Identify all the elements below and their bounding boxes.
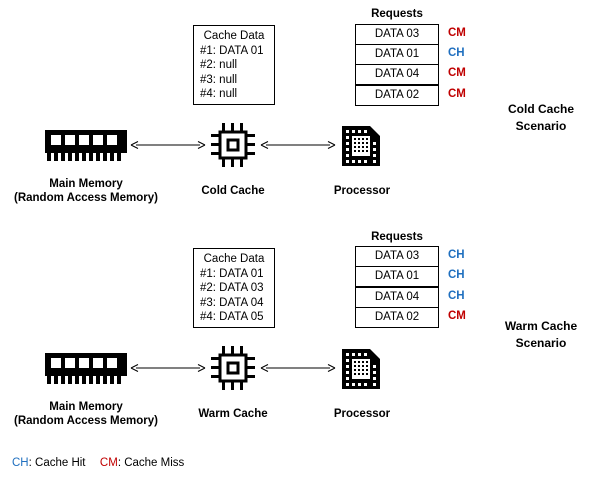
warm-scenario-line: Scenario xyxy=(515,336,567,350)
cold-requests-title: Requests xyxy=(371,8,423,20)
warm-request-tag: CM xyxy=(448,310,466,322)
legend-hit-abbr: CH xyxy=(12,457,29,469)
memory-label-line: (Random Access Memory) xyxy=(13,192,158,204)
legend-miss-abbr: CM xyxy=(99,457,118,469)
cold-request-tag: CM xyxy=(448,88,466,100)
cold-cache-processor-arrow xyxy=(260,141,336,149)
cold-cache-entry: #1: DATA 01 xyxy=(200,44,264,57)
warm-cache-data-title: Cache Data xyxy=(203,253,265,265)
warm-cache-entry: #3: DATA 04 xyxy=(200,296,264,309)
warm-request-tag: CH xyxy=(448,269,465,281)
warm-request-row: DATA 01 xyxy=(355,266,439,287)
legend-hit-text: : Cache Hit xyxy=(28,457,86,469)
warm-request-tag: CH xyxy=(448,249,465,261)
warm-request-tag: CH xyxy=(448,290,465,302)
cold-request-row: DATA 01 xyxy=(355,44,439,65)
legend: CH: Cache Hit CM: Cache Miss xyxy=(12,457,184,469)
warm-memory-label: Main Memory (Random Access Memory) xyxy=(0,400,172,428)
warm-scenario-line: Warm Cache xyxy=(504,319,578,333)
warm-cache-entry: #2: DATA 03 xyxy=(200,282,264,294)
cold-cache-data-box: Cache Data #1: DATA 01 #2: null #3: null… xyxy=(193,25,275,105)
memory-label-line: Main Memory xyxy=(49,178,123,190)
cold-scenario-line: Cold Cache xyxy=(507,102,574,116)
warm-request-row: DATA 03 xyxy=(355,246,439,267)
cold-memory-label: Main Memory (Random Access Memory) xyxy=(0,177,172,205)
warm-scenario-title: Warm Cache Scenario xyxy=(493,318,589,352)
cold-cache-entry: #2: null xyxy=(200,59,238,71)
cold-request-tag: CM xyxy=(448,67,466,79)
cold-cache-data-title: Cache Data xyxy=(203,30,265,42)
cold-request-row: DATA 03 xyxy=(355,24,439,45)
warm-memory-cache-arrow xyxy=(130,364,206,372)
cold-cache-entry: #4: null xyxy=(200,88,238,100)
cold-memory-cache-arrow xyxy=(130,141,206,149)
cold-request-tag: CH xyxy=(448,47,465,59)
cpu-icon xyxy=(342,349,380,389)
warm-cache-processor-arrow xyxy=(260,364,336,372)
cold-request-tag: CM xyxy=(448,27,466,39)
cold-request-row: DATA 02 xyxy=(355,85,439,106)
cpu-icon xyxy=(342,126,380,166)
warm-cache-entry: #4: DATA 05 xyxy=(200,311,264,323)
chip-icon xyxy=(211,123,255,167)
warm-cache-entry: #1: DATA 01 xyxy=(200,267,264,280)
ram-icon xyxy=(45,130,127,161)
chip-icon xyxy=(211,346,255,390)
cold-scenario-line: Scenario xyxy=(515,119,567,133)
ram-icon xyxy=(45,353,127,384)
warm-processor-label: Processor xyxy=(333,408,391,420)
warm-request-row: DATA 04 xyxy=(355,287,439,308)
cold-scenario-title: Cold Cache Scenario xyxy=(493,101,589,135)
warm-requests-title: Requests xyxy=(371,231,423,243)
cold-cache-entry: #3: null xyxy=(200,73,238,86)
legend-miss-text: : Cache Miss xyxy=(117,457,185,469)
memory-label-line: Main Memory xyxy=(49,401,123,413)
warm-request-row: DATA 02 xyxy=(355,307,439,328)
cold-cache-label: Cold Cache xyxy=(201,185,265,197)
cold-processor-label: Processor xyxy=(333,185,391,197)
warm-cache-label: Warm Cache xyxy=(198,408,268,420)
warm-cache-data-box: Cache Data #1: DATA 01 #2: DATA 03 #3: D… xyxy=(193,248,275,328)
cold-request-row: DATA 04 xyxy=(355,64,439,85)
memory-label-line: (Random Access Memory) xyxy=(13,415,158,427)
